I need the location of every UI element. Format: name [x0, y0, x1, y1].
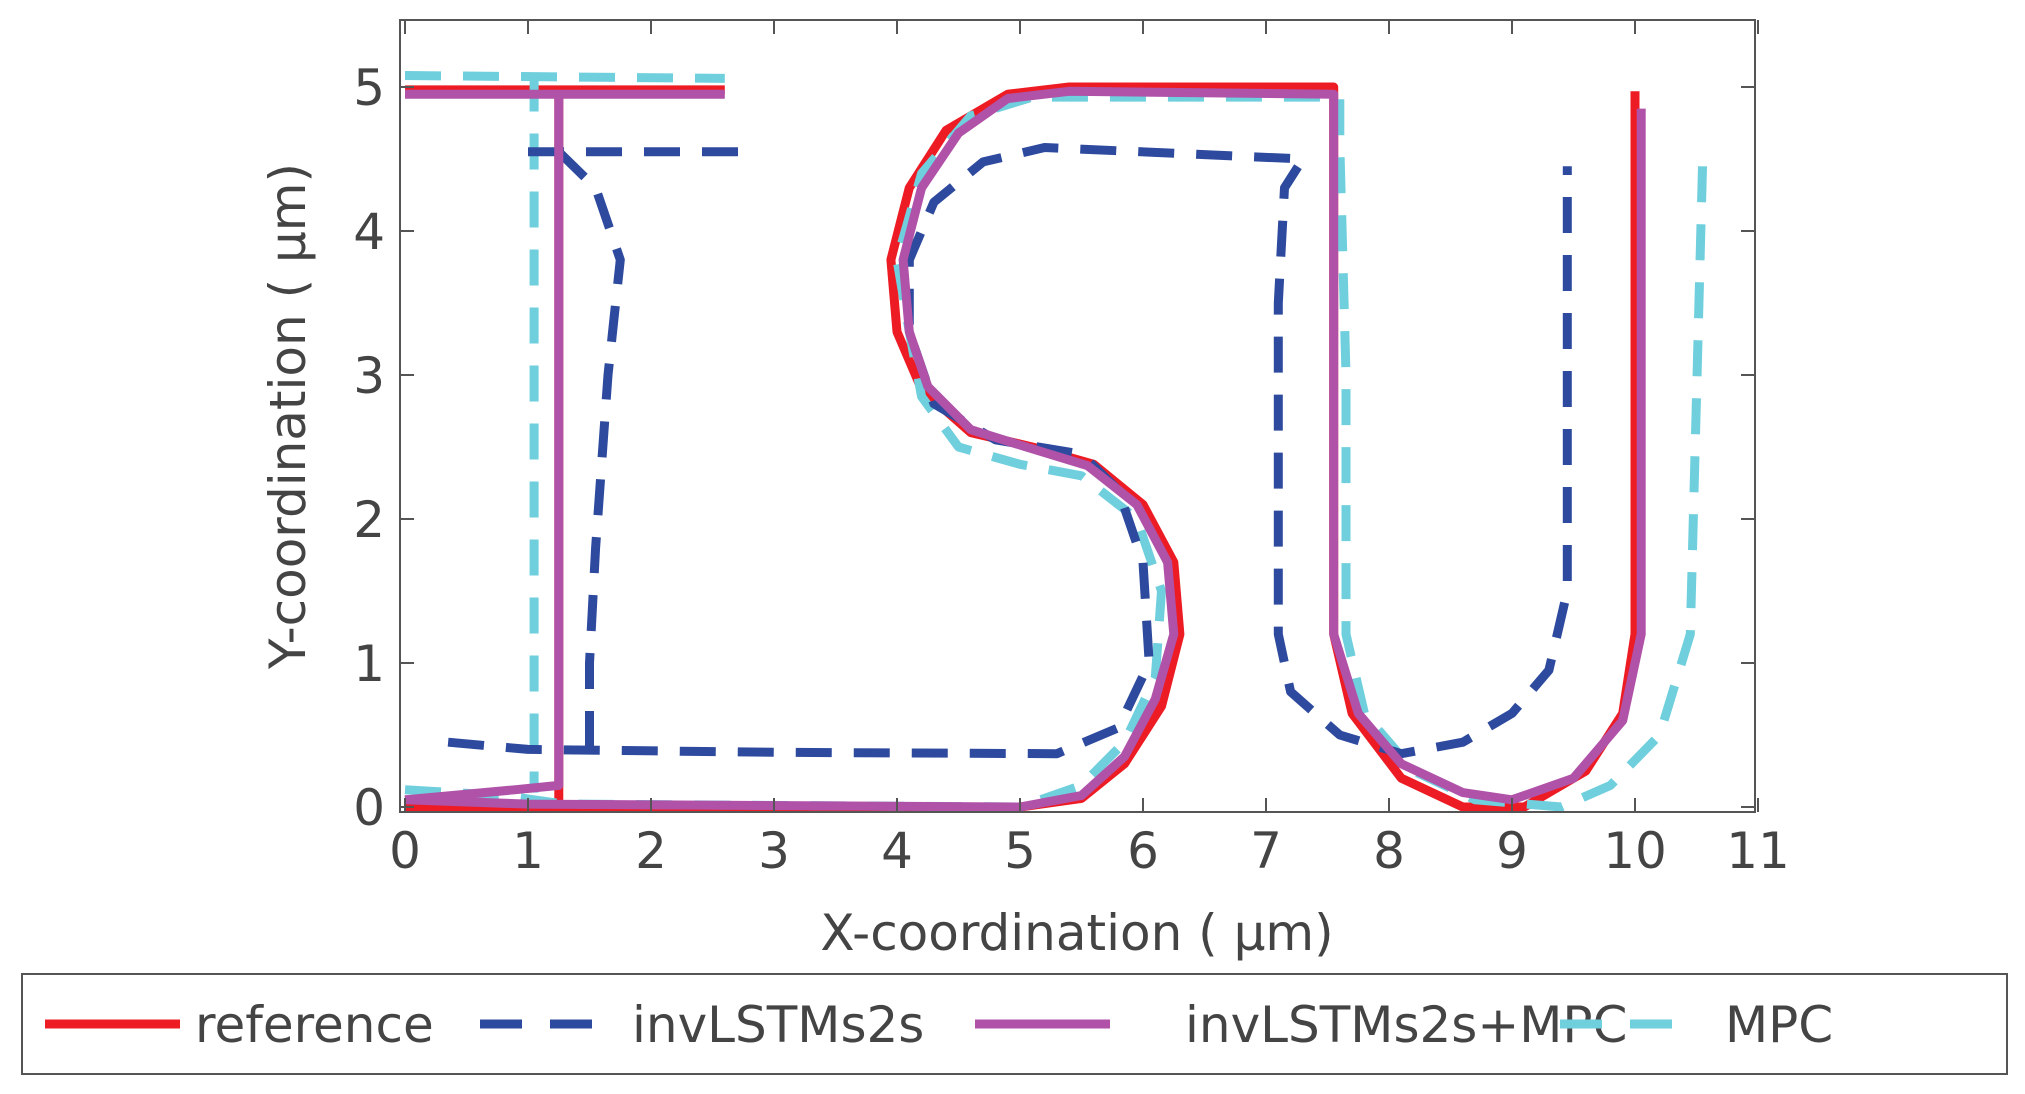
x-tick-label: 2: [635, 822, 667, 880]
x-tick-label: 6: [1127, 822, 1159, 880]
series-line-invlstms2s: [447, 143, 1572, 759]
legend: reference invLSTMs2s invLSTMs2s+MPC MPC: [21, 973, 2008, 1075]
series-line-invlstms2s-mpc: [404, 94, 564, 805]
x-tick-label: 0: [389, 822, 421, 880]
legend-label-reference: reference: [195, 996, 434, 1054]
y-tick-label: 4: [353, 203, 385, 261]
series-line-mpc: [404, 71, 725, 83]
x-tick-label: 3: [758, 822, 790, 880]
series-line-invlstms2s-mpc: [404, 86, 1646, 812]
legend-label-invlstms2s-mpc: invLSTMs2s+MPC: [1185, 996, 1627, 1054]
series-layer: [404, 71, 1708, 812]
x-tick-label: 10: [1603, 822, 1667, 880]
x-tick-label: 8: [1373, 822, 1405, 880]
x-tick-label: 9: [1496, 822, 1528, 880]
x-tick-label: 11: [1726, 822, 1790, 880]
y-tick-label: 5: [353, 59, 385, 117]
x-tick-label: 7: [1250, 822, 1282, 880]
axis-ticks: 0 1 2 3 4 5 6 7 8 9 10 11 0 1 2 3 4 5: [353, 20, 1790, 880]
x-tick-label: 5: [1004, 822, 1036, 880]
y-tick-label: 1: [353, 635, 385, 693]
y-tick-label: 2: [353, 491, 385, 549]
legend-label-invlstms2s: invLSTMs2s: [632, 996, 924, 1054]
y-tick-label: 3: [353, 347, 385, 405]
x-tick-label: 4: [881, 822, 913, 880]
series-line-reference: [405, 82, 1640, 812]
y-tick-label: 0: [353, 779, 385, 837]
series-line-invlstms2s: [555, 148, 625, 750]
y-axis-label: Y-coordination ( μm): [259, 163, 317, 670]
x-axis-label: X-coordination ( μm): [820, 904, 1333, 962]
legend-label-mpc: MPC: [1725, 996, 1833, 1054]
x-tick-label: 1: [512, 822, 544, 880]
plot-area-frame: [399, 19, 1756, 813]
